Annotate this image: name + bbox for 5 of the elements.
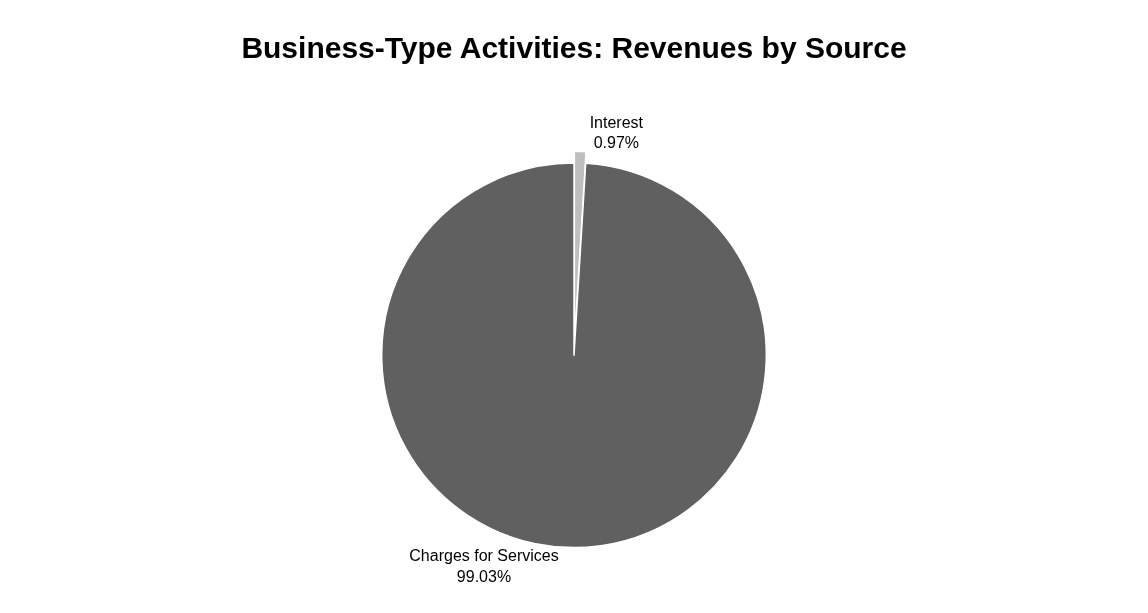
data-label: 99.03% bbox=[456, 568, 512, 586]
data-label: 0.97% bbox=[593, 134, 640, 152]
slice-label: Interest bbox=[589, 113, 644, 131]
chart-title: Business-Type Activities: Revenues by Source bbox=[241, 30, 907, 64]
slice-label: Charges for Services bbox=[409, 547, 559, 565]
